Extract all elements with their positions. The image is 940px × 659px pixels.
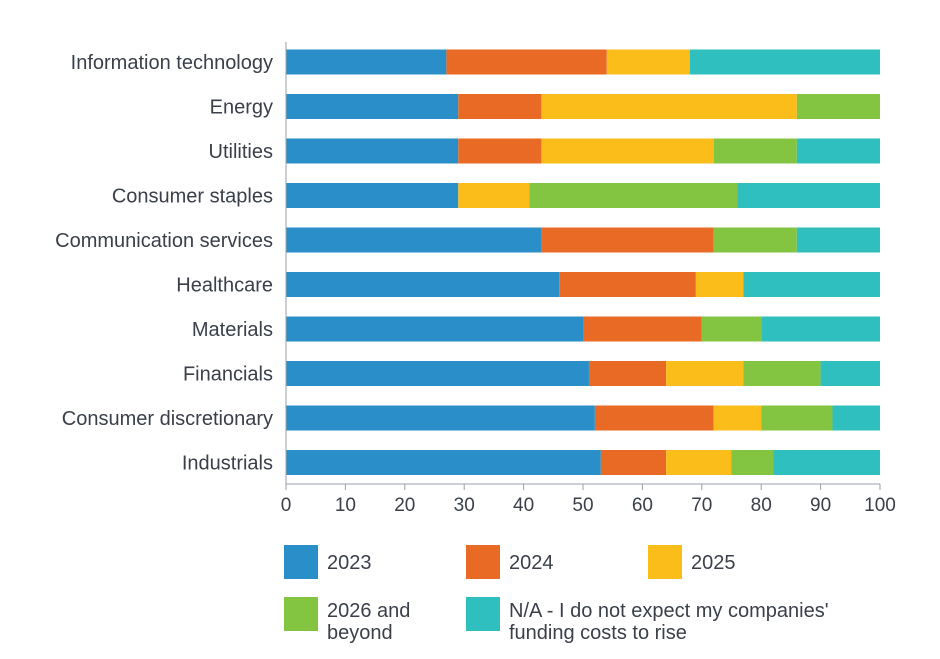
bar-5-series-0 (286, 272, 560, 297)
bar-8-series-3 (761, 405, 833, 431)
category-label: Industrials (182, 453, 273, 475)
bar-8-series-1 (594, 405, 714, 431)
bar-2-series-0 (286, 138, 459, 164)
stacked-bar-chart: Information technology Energy Utilities Con… (55, 42, 896, 516)
legend-swatch (284, 597, 318, 631)
bar-6-series-0 (286, 316, 583, 342)
x-tick-label: 10 (335, 495, 356, 516)
bar-7-series-3 (743, 361, 821, 386)
bar-8-series-0 (286, 405, 595, 431)
x-tick-label: 80 (751, 495, 772, 516)
x-tick-label: 100 (864, 495, 896, 516)
bar-0-series-2 (606, 49, 690, 75)
category-label: Information technology (71, 52, 273, 74)
bar-1-series-2 (541, 94, 797, 119)
bar-9-series-3 (731, 450, 774, 475)
bar-2-series-1 (458, 138, 542, 164)
x-axis: 0 10 20 30 40 50 60 70 80 90 100 (281, 42, 896, 516)
legend-label-line: 2025 (691, 552, 736, 574)
bar-9-series-2 (666, 450, 732, 475)
bar-1-series-0 (286, 94, 459, 119)
bar-1-series-3 (796, 94, 880, 119)
bar-3-series-3 (529, 183, 738, 208)
legend: 2023 2024 2025 2026 and beyond N/A - I do not… (284, 545, 924, 655)
bar-0-series-1 (446, 49, 607, 75)
bar-5-series-1 (559, 272, 696, 297)
legend-item: N/A - I do not expect my companies' fundi… (466, 597, 829, 644)
bar-4-series-4 (796, 227, 880, 253)
x-tick-label: 50 (572, 495, 593, 516)
legend-label: 2023 (327, 545, 372, 574)
legend-item: 2026 and beyond (284, 597, 410, 644)
category-labels: Information technology Energy Utilities Con… (55, 52, 273, 475)
legend-label-line: funding costs to rise (509, 622, 687, 644)
legend-swatch (284, 545, 318, 579)
category-label: Financials (183, 364, 273, 386)
bar-3-series-0 (286, 183, 459, 208)
bar-9-series-4 (773, 450, 880, 475)
category-label: Communication services (55, 230, 273, 252)
legend-label-line: N/A - I do not expect my companies' (509, 600, 829, 622)
bar-2-series-3 (713, 138, 797, 164)
legend-item: 2023 (284, 545, 372, 579)
legend-label: N/A - I do not expect my companies' fundi… (509, 597, 829, 644)
bars-group (286, 49, 880, 475)
bar-8-series-4 (832, 405, 880, 431)
x-tick-label: 40 (513, 495, 534, 516)
bar-7-series-1 (588, 361, 667, 386)
bar-4-series-3 (713, 227, 797, 253)
legend-label: 2025 (691, 545, 736, 574)
category-label: Utilities (209, 141, 273, 163)
legend-swatch (648, 545, 682, 579)
bar-7-series-4 (820, 361, 880, 386)
x-tick-label: 60 (632, 495, 653, 516)
x-tick-label: 90 (810, 495, 831, 516)
bar-2-series-2 (541, 138, 714, 164)
legend-label: 2024 (509, 545, 554, 574)
legend-label-line: beyond (327, 622, 393, 644)
legend-label: 2026 and beyond (327, 597, 410, 644)
bar-0-series-0 (286, 49, 447, 75)
legend-label-line: 2023 (327, 552, 372, 574)
category-label: Consumer staples (112, 186, 273, 208)
bar-5-series-2 (695, 272, 744, 297)
category-label: Healthcare (176, 275, 273, 297)
bar-6-series-4 (761, 316, 880, 342)
bar-5-series-4 (743, 272, 880, 297)
bar-3-series-4 (737, 183, 880, 208)
legend-item: 2024 (466, 545, 554, 579)
bar-7-series-2 (666, 361, 744, 386)
x-tick-label: 20 (394, 495, 415, 516)
bar-6-series-1 (583, 316, 702, 342)
bar-9-series-1 (600, 450, 667, 475)
x-tick-label: 0 (281, 495, 292, 516)
bar-4-series-1 (541, 227, 714, 253)
legend-label-line: 2024 (509, 552, 554, 574)
bar-7-series-0 (286, 361, 589, 386)
legend-swatch (466, 597, 500, 631)
category-label: Energy (210, 97, 273, 119)
bar-8-series-2 (713, 405, 762, 431)
bar-6-series-3 (701, 316, 762, 342)
bar-4-series-0 (286, 227, 542, 253)
legend-label-line: 2026 and (327, 600, 411, 622)
category-label: Consumer discretionary (62, 408, 273, 430)
bar-2-series-4 (796, 138, 880, 164)
bar-3-series-2 (458, 183, 530, 208)
x-tick-label: 30 (454, 495, 475, 516)
bar-9-series-0 (286, 450, 601, 475)
x-tick-label: 70 (691, 495, 712, 516)
bar-0-series-4 (689, 49, 880, 75)
legend-swatch (466, 545, 500, 579)
legend-item: 2025 (648, 545, 736, 579)
category-label: Materials (192, 319, 273, 341)
bar-1-series-1 (458, 94, 542, 119)
